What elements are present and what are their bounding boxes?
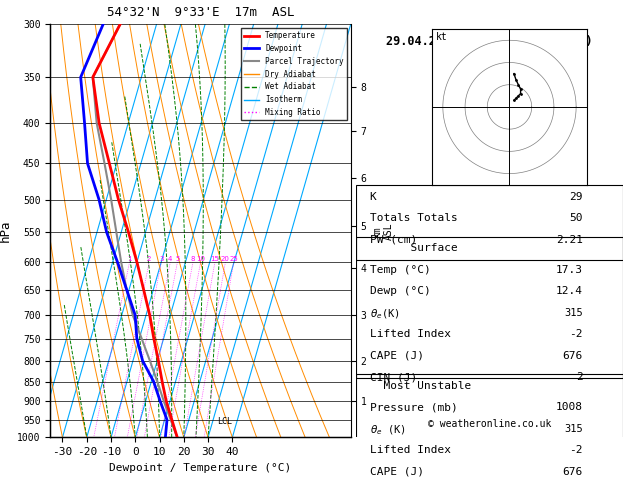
- Text: Totals Totals: Totals Totals: [370, 213, 457, 223]
- Text: 4: 4: [168, 256, 172, 262]
- Text: © weatheronline.co.uk: © weatheronline.co.uk: [428, 419, 551, 429]
- Text: Lifted Index: Lifted Index: [370, 329, 450, 339]
- Text: CAPE (J): CAPE (J): [370, 467, 424, 477]
- Text: 676: 676: [562, 350, 582, 361]
- Text: $\theta_e$(K): $\theta_e$(K): [370, 308, 399, 321]
- Text: -2: -2: [569, 329, 582, 339]
- Text: 17.3: 17.3: [556, 265, 582, 275]
- Y-axis label: hPa: hPa: [0, 220, 11, 242]
- Text: 2.21: 2.21: [556, 235, 582, 244]
- Bar: [357, 237, 623, 379]
- Text: 8: 8: [191, 256, 195, 262]
- Text: 25: 25: [230, 256, 238, 262]
- Text: 20: 20: [221, 256, 230, 262]
- Text: -2: -2: [569, 445, 582, 455]
- Text: 315: 315: [564, 424, 582, 434]
- Text: CAPE (J): CAPE (J): [370, 350, 424, 361]
- Text: 50: 50: [569, 213, 582, 223]
- Text: 12.4: 12.4: [556, 286, 582, 296]
- Y-axis label: km
ASL: km ASL: [372, 222, 393, 240]
- Text: 315: 315: [564, 308, 582, 318]
- Text: 3: 3: [159, 256, 164, 262]
- Text: CIN (J): CIN (J): [370, 372, 417, 382]
- Text: 15: 15: [211, 256, 220, 262]
- Text: $\theta_e$ (K): $\theta_e$ (K): [370, 424, 406, 437]
- Text: 1008: 1008: [556, 402, 582, 412]
- Text: K: K: [370, 191, 376, 202]
- Text: 2: 2: [147, 256, 152, 262]
- Text: Dewp (°C): Dewp (°C): [370, 286, 430, 296]
- Bar: [357, 374, 623, 486]
- Text: 29: 29: [569, 191, 582, 202]
- Text: 1: 1: [127, 256, 131, 262]
- X-axis label: Dewpoint / Temperature (°C): Dewpoint / Temperature (°C): [109, 463, 292, 473]
- Title: 54°32'N  9°33'E  17m  ASL: 54°32'N 9°33'E 17m ASL: [107, 6, 294, 19]
- Text: PW (cm): PW (cm): [370, 235, 417, 244]
- Text: Surface: Surface: [370, 243, 457, 253]
- Text: Most Unstable: Most Unstable: [370, 381, 471, 391]
- Legend: Temperature, Dewpoint, Parcel Trajectory, Dry Adiabat, Wet Adiabat, Isotherm, Mi: Temperature, Dewpoint, Parcel Trajectory…: [241, 28, 347, 120]
- Bar: [357, 185, 623, 260]
- Text: 2: 2: [576, 372, 582, 382]
- Text: Pressure (mb): Pressure (mb): [370, 402, 457, 412]
- Text: 29.04.2024  00GMT  (Base: 18): 29.04.2024 00GMT (Base: 18): [386, 35, 593, 48]
- Text: Lifted Index: Lifted Index: [370, 445, 450, 455]
- Text: 10: 10: [196, 256, 205, 262]
- Text: kt: kt: [436, 32, 448, 42]
- Text: 676: 676: [562, 467, 582, 477]
- Text: Temp (°C): Temp (°C): [370, 265, 430, 275]
- Text: LCL: LCL: [218, 417, 233, 426]
- Text: 5: 5: [175, 256, 180, 262]
